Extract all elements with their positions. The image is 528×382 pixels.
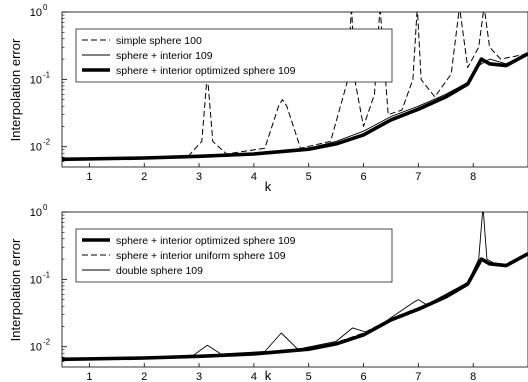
series-line-thick [62, 52, 528, 162]
series-lines-bottom [62, 212, 528, 362]
x-tick-label: 3 [196, 371, 202, 382]
y-tick-exponent: 0 [43, 3, 48, 12]
legend-entry: sphere + interior 109 [116, 50, 213, 62]
legend-bottom: sphere + interior optimized sphere 109 sp… [75, 228, 393, 283]
x-tick-label: 8 [470, 171, 476, 183]
series-line-thin [62, 212, 528, 360]
y-tick-label: 10 [30, 7, 42, 19]
x-tick-label: 6 [360, 171, 366, 183]
legend-box [75, 228, 393, 283]
series-line-dashed [62, 253, 528, 360]
x-tick-label: 1 [86, 371, 92, 382]
x-tick-label: 7 [415, 171, 421, 183]
y-tick-exponent: -1 [43, 270, 51, 279]
x-axis-label-top: k [265, 179, 272, 194]
x-tick-label: 5 [306, 171, 312, 183]
y-tick-label: 10 [30, 274, 42, 286]
x-tick-label: 3 [196, 171, 202, 183]
y-tick-label: 10 [30, 74, 42, 86]
x-tick-label: 6 [360, 371, 366, 382]
y-tick-label: 10 [30, 342, 42, 354]
series-line-thick [62, 252, 528, 362]
x-tick-label: 1 [86, 171, 92, 183]
y-tick-exponent: -1 [43, 70, 51, 79]
y-tick-exponent: -2 [43, 138, 51, 147]
x-axis-label-bottom: k [265, 368, 272, 382]
legend-entry: sphere + interior uniform sphere 109 [116, 250, 286, 262]
x-tick-label: 8 [470, 371, 476, 382]
series-line-dashed [62, 12, 528, 160]
x-tick-label: 7 [415, 371, 421, 382]
legend-entry: double sphere 109 [116, 265, 203, 277]
x-tick-label: 5 [306, 371, 312, 382]
y-tick-exponent: -2 [43, 338, 51, 347]
x-tick-label: 2 [141, 371, 147, 382]
series-lines-top [62, 12, 528, 162]
y-axis-label-top: Interpolation error [8, 38, 23, 141]
y-tick-label: 10 [30, 142, 42, 154]
legend-entry: sphere + interior optimized sphere 109 [116, 235, 296, 247]
y-tick-label: 10 [30, 207, 42, 219]
legend-entry: simple sphere 100 [116, 35, 202, 47]
x-tick-label: 2 [141, 171, 147, 183]
legend-box [75, 28, 393, 83]
legend-entry: sphere + interior optimized sphere 109 [116, 65, 296, 77]
y-tick-exponent: 0 [43, 203, 48, 212]
legend-top: simple sphere 100 sphere + interior 109 sp… [75, 28, 393, 83]
y-axis-label-bottom: Interpolation error [8, 238, 23, 341]
x-tick-label: 4 [251, 171, 257, 183]
x-tick-label: 4 [251, 371, 257, 382]
